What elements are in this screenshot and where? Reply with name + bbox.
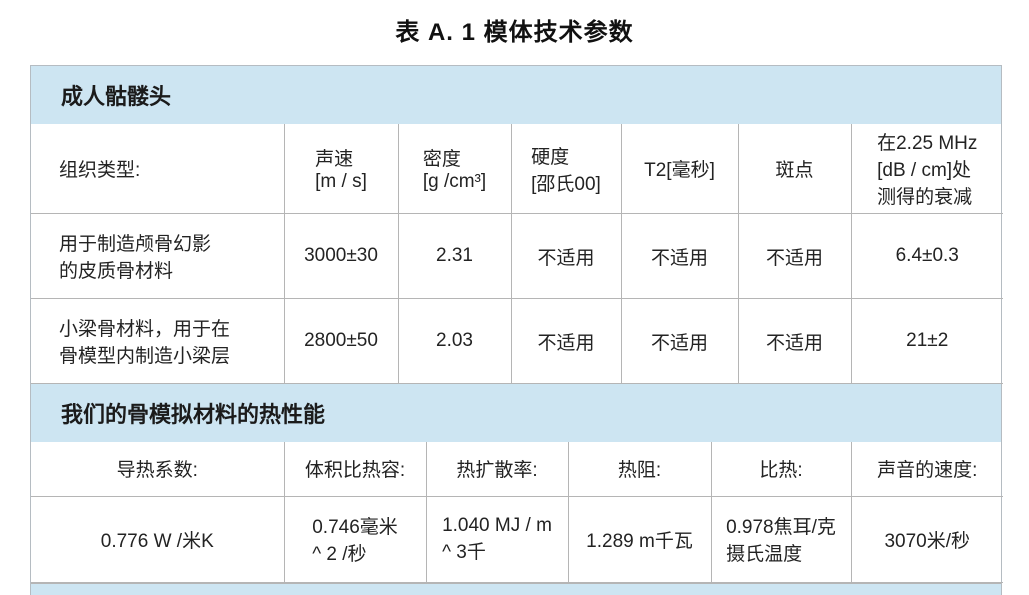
cell-volumetric-heat-capacity: 0.746毫米 ^ 2 /秒: [283, 495, 427, 583]
header-text: 硬度 [邵氏00]: [531, 146, 601, 195]
column-header-hardness: 硬度 [邵氏00]: [510, 124, 622, 214]
table-row-trabecular-bone: 小梁骨材料，用于在 骨模型内制造小梁层 2800±50 2.03 不适用 不适用…: [31, 298, 1003, 384]
column-header-t2: T2[毫秒]: [620, 124, 739, 214]
table-row-cortical-bone: 用于制造颅骨幻影 的皮质骨材料 3000±30 2.31 不适用 不适用 不适用…: [31, 213, 1003, 299]
cell-hardness: 不适用: [510, 213, 622, 299]
cell-thermal-resistance: 1.289 m千瓦: [567, 495, 712, 583]
cell-thermal-diffusivity: 1.040 MJ / m ^ 3千: [425, 495, 569, 583]
cell-text: 0.746毫米 ^ 2 /秒: [312, 517, 398, 565]
column-header-attenuation: 在2.25 MHz [dB / cm]处 测得的衰减: [850, 124, 1003, 214]
table-header-row: 导热系数: 体积比热容: 热扩散率: 热阻: 比热: 声音的速度:: [31, 442, 1003, 497]
column-header-specific-heat: 比热:: [710, 442, 852, 497]
cell-sound-speed: 3000±30: [283, 213, 399, 299]
cell-thermal-conductivity: 0.776 W /米K: [31, 495, 285, 583]
header-text: 声速 [m / s]: [315, 149, 367, 192]
column-header-thermal-resistance: 热阻:: [567, 442, 712, 497]
column-header-volumetric-heat-capacity: 体积比热容:: [283, 442, 427, 497]
cell-hardness: 不适用: [510, 298, 622, 384]
column-header-speckle: 斑点: [737, 124, 852, 214]
section-header-adult-skull: 成人骷髅头: [31, 66, 1001, 124]
cell-t2: 不适用: [620, 213, 739, 299]
cell-speed-of-sound: 3070米/秒: [850, 495, 1003, 583]
column-header-sound-speed: 声速 [m / s]: [283, 124, 399, 214]
acoustic-parameters-table: 组织类型: 声速 [m / s] 密度 [g /cm³] 硬度 [邵氏00] T…: [31, 124, 1003, 384]
cell-specific-heat: 0.978焦耳/克 摄氏温度: [710, 495, 852, 583]
phantom-parameters-table-container: 成人骷髅头 组织类型: 声速 [m / s] 密度 [g /cm³] 硬度 [邵…: [30, 65, 1003, 595]
column-header-thermal-diffusivity: 热扩散率:: [425, 442, 569, 497]
column-header-thermal-conductivity: 导热系数:: [31, 442, 285, 497]
cell-material-name: 用于制造颅骨幻影 的皮质骨材料: [31, 213, 285, 299]
header-text: 在2.25 MHz [dB / cm]处 测得的衰减: [877, 133, 978, 208]
cell-text: 1.040 MJ / m ^ 3千: [442, 514, 552, 563]
column-header-speed-of-sound: 声音的速度:: [850, 442, 1003, 497]
header-text: 密度 [g /cm³]: [422, 149, 487, 192]
cell-t2: 不适用: [620, 298, 739, 384]
table-row-thermal-values: 0.776 W /米K 0.746毫米 ^ 2 /秒 1.040 MJ / m …: [31, 495, 1003, 583]
cell-density: 2.31: [397, 213, 512, 299]
cell-text: 0.978焦耳/克 摄氏温度: [726, 517, 836, 565]
table-header-row: 组织类型: 声速 [m / s] 密度 [g /cm³] 硬度 [邵氏00] T…: [31, 124, 1003, 214]
section-header-thermal-properties: 我们的骨模拟材料的热性能: [31, 384, 1001, 442]
column-header-tissue-type: 组织类型:: [31, 124, 285, 214]
cell-material-name: 小梁骨材料，用于在 骨模型内制造小梁层: [31, 298, 285, 384]
cell-speckle: 不适用: [737, 213, 852, 299]
cell-attenuation: 21±2: [850, 298, 1003, 384]
cell-speckle: 不适用: [737, 298, 852, 384]
cell-attenuation: 6.4±0.3: [850, 213, 1003, 299]
thermal-properties-table: 导热系数: 体积比热容: 热扩散率: 热阻: 比热: 声音的速度: 0.776 …: [31, 442, 1003, 583]
table-footer-strip: [31, 582, 1001, 595]
table-caption: 表 A. 1 模体技术参数: [395, 19, 634, 46]
cell-sound-speed: 2800±50: [283, 298, 399, 384]
cell-density: 2.03: [397, 298, 512, 384]
column-header-density: 密度 [g /cm³]: [397, 124, 512, 214]
